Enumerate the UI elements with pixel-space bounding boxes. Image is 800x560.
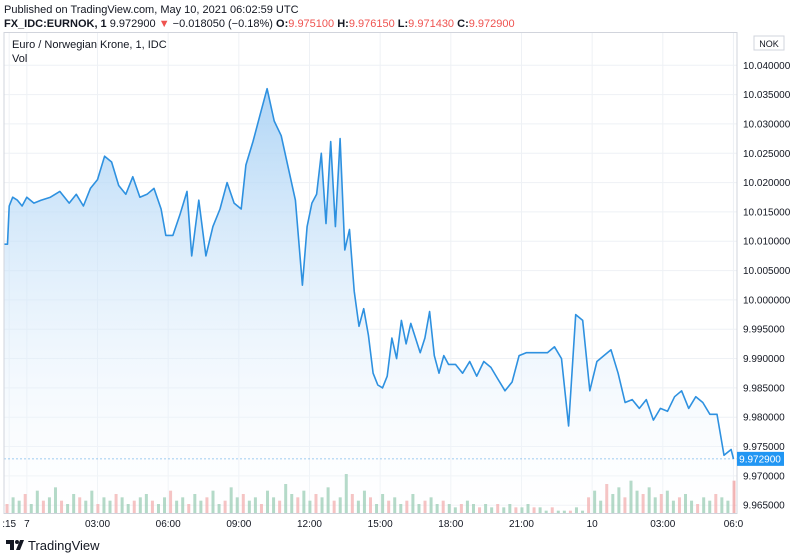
chart-title: Euro / Norwegian Krone, 1, IDC xyxy=(12,39,167,51)
chart-area[interactable]: 10.040000 10.035000 10.030000 10.025000 10.0… xyxy=(0,32,800,532)
price-line xyxy=(4,87,735,460)
y-tick-label: 9.970000 xyxy=(743,471,785,482)
y-tick-label: 9.990000 xyxy=(743,354,785,365)
y-tick-label: 10.025000 xyxy=(743,149,791,160)
close-value: 9.972900 xyxy=(468,18,515,30)
x-tick-label: 7 xyxy=(24,519,30,530)
x-tick-label: 12:00 xyxy=(297,519,322,530)
footer: TradingView xyxy=(0,532,800,560)
high-value: 9.976150 xyxy=(348,18,395,30)
open-label: O: xyxy=(276,18,289,30)
y-tick-label: 10.020000 xyxy=(743,178,791,189)
high-label: H: xyxy=(337,18,349,30)
x-tick-label: 06:0 xyxy=(724,519,744,530)
price-chart[interactable]: 10.040000 10.035000 10.030000 10.025000 10.0… xyxy=(0,32,800,532)
x-tick-label: 06:00 xyxy=(156,519,181,530)
y-tick-label: 9.965000 xyxy=(743,501,785,512)
x-tick-label: 09:00 xyxy=(226,519,251,530)
y-tick-label: 9.975000 xyxy=(743,442,785,453)
price-scale[interactable]: 10.040000 10.035000 10.030000 10.025000 10.0… xyxy=(743,61,791,512)
x-tick-label: 21:00 xyxy=(509,519,534,530)
volume-bar xyxy=(732,480,736,514)
x-tick-label: 15:00 xyxy=(368,519,393,530)
last-price-tag: 9.972900 xyxy=(737,451,784,466)
x-tick-label: 10 xyxy=(587,519,599,530)
y-tick-label: 9.985000 xyxy=(743,383,785,394)
low-value: 9.971430 xyxy=(408,18,455,30)
price-area xyxy=(4,87,737,514)
chart-header: Published on TradingView.com, May 10, 20… xyxy=(0,0,800,32)
last-price: 9.972900 xyxy=(109,18,156,30)
currency-badge: NOK xyxy=(753,35,785,51)
price-area-fill xyxy=(4,88,734,514)
tradingview-logo-icon xyxy=(6,540,24,550)
x-tick-label: :15 xyxy=(2,519,16,530)
x-tick-label: 03:00 xyxy=(85,519,110,530)
price-change: −0.018050 (−0.18%) xyxy=(172,18,273,30)
x-tick-label: 03:00 xyxy=(650,519,675,530)
last-price-label: 9.972900 xyxy=(739,454,781,465)
x-tick-label: 18:00 xyxy=(438,519,463,530)
symbol-label: FX_IDC:EURNOK, 1 xyxy=(4,18,107,30)
close-label: C: xyxy=(457,18,469,30)
footer-brand: TradingView xyxy=(28,538,100,553)
y-tick-label: 9.980000 xyxy=(743,413,785,424)
y-tick-label: 10.005000 xyxy=(743,266,791,277)
down-arrow-icon: ▼ xyxy=(158,18,170,30)
y-tick-label: 10.040000 xyxy=(743,61,791,72)
time-scale[interactable]: :15 7 03:00 06:00 09:00 12:00 15:00 18:00 21:00 1… xyxy=(2,519,743,530)
y-tick-label: 10.035000 xyxy=(743,90,791,101)
volume-legend: Vol xyxy=(12,53,27,65)
ohlc-readout: FX_IDC:EURNOK, 1 9.972900 ▼ −0.018050 (−… xyxy=(4,17,515,31)
y-tick-label: 10.030000 xyxy=(743,119,791,130)
currency-badge-text: NOK xyxy=(759,39,779,49)
y-tick-label: 10.015000 xyxy=(743,207,791,218)
low-label: L: xyxy=(397,18,409,30)
y-tick-label: 10.010000 xyxy=(743,237,791,248)
open-value: 9.975100 xyxy=(288,18,335,30)
y-tick-label: 10.000000 xyxy=(743,295,791,306)
y-tick-label: 9.995000 xyxy=(743,325,785,336)
published-note: Published on TradingView.com, May 10, 20… xyxy=(4,4,299,16)
